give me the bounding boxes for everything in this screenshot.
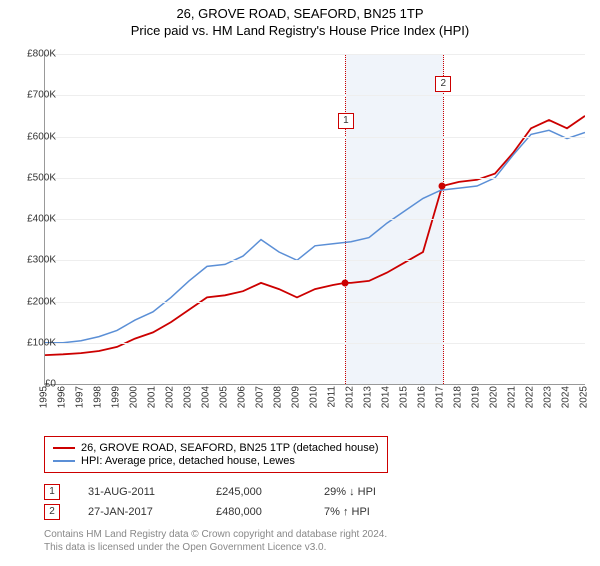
- x-axis-label: 2025: [579, 386, 590, 408]
- sale-marker-2: 2: [435, 76, 451, 92]
- x-axis-label: 2013: [363, 386, 374, 408]
- gridline: [45, 219, 585, 220]
- sale-marker-1: 1: [338, 113, 354, 129]
- y-axis-label: £800K: [12, 49, 56, 60]
- legend-box: 26, GROVE ROAD, SEAFORD, BN25 1TP (detac…: [44, 436, 388, 473]
- x-axis-label: 2003: [183, 386, 194, 408]
- y-axis-label: £600K: [12, 131, 56, 142]
- chart-subtitle: Price paid vs. HM Land Registry's House …: [0, 23, 600, 38]
- x-axis-label: 2011: [327, 386, 338, 408]
- legend-label: 26, GROVE ROAD, SEAFORD, BN25 1TP (detac…: [81, 442, 379, 454]
- sale-delta: 7% ↑ HPI: [324, 506, 370, 518]
- x-axis-label: 2017: [435, 386, 446, 408]
- sale-row: 2 27-JAN-2017 £480,000 7% ↑ HPI: [44, 504, 376, 520]
- x-axis-label: 2022: [525, 386, 536, 408]
- y-axis-label: £700K: [12, 90, 56, 101]
- x-axis-label: 2019: [471, 386, 482, 408]
- y-axis-label: £200K: [12, 296, 56, 307]
- series-property: [45, 116, 585, 355]
- x-axis-label: 1995: [39, 386, 50, 408]
- plot-area: 12: [44, 54, 585, 385]
- x-axis-label: 2020: [489, 386, 500, 408]
- x-axis-label: 2002: [165, 386, 176, 408]
- x-axis-label: 2008: [273, 386, 284, 408]
- sale-point-2: [439, 183, 446, 190]
- sale-date: 27-JAN-2017: [88, 506, 188, 518]
- footnote-line: This data is licensed under the Open Gov…: [44, 541, 387, 554]
- x-axis-label: 2010: [309, 386, 320, 408]
- sale-row: 1 31-AUG-2011 £245,000 29% ↓ HPI: [44, 484, 376, 500]
- y-axis-label: £100K: [12, 337, 56, 348]
- x-axis-label: 2004: [201, 386, 212, 408]
- x-axis-label: 1996: [57, 386, 68, 408]
- x-axis-label: 1998: [93, 386, 104, 408]
- gridline: [45, 178, 585, 179]
- x-axis-label: 2000: [129, 386, 140, 408]
- footnote-line: Contains HM Land Registry data © Crown c…: [44, 528, 387, 541]
- sale-delta: 29% ↓ HPI: [324, 486, 376, 498]
- legend-label: HPI: Average price, detached house, Lewe…: [81, 455, 295, 467]
- x-axis-label: 1997: [75, 386, 86, 408]
- x-axis-label: 2006: [237, 386, 248, 408]
- y-axis-label: £400K: [12, 214, 56, 225]
- gridline: [45, 343, 585, 344]
- sale-date: 31-AUG-2011: [88, 486, 188, 498]
- gridline: [45, 54, 585, 55]
- x-axis-label: 2018: [453, 386, 464, 408]
- x-axis-label: 2001: [147, 386, 158, 408]
- sale-point-1: [341, 279, 348, 286]
- x-axis-label: 2012: [345, 386, 356, 408]
- y-axis-label: £500K: [12, 172, 56, 183]
- sale-price: £245,000: [216, 486, 296, 498]
- y-axis-label: £300K: [12, 255, 56, 266]
- legend-item: 26, GROVE ROAD, SEAFORD, BN25 1TP (detac…: [53, 442, 379, 454]
- x-axis-label: 2009: [291, 386, 302, 408]
- footnote: Contains HM Land Registry data © Crown c…: [44, 528, 387, 554]
- sale-row-marker: 2: [44, 504, 60, 520]
- gridline: [45, 302, 585, 303]
- x-axis-label: 2016: [417, 386, 428, 408]
- legend-item: HPI: Average price, detached house, Lewe…: [53, 455, 379, 467]
- sale-price: £480,000: [216, 506, 296, 518]
- gridline: [45, 95, 585, 96]
- legend-swatch: [53, 460, 75, 462]
- sales-table: 1 31-AUG-2011 £245,000 29% ↓ HPI 2 27-JAN-201…: [44, 484, 376, 524]
- x-axis-label: 2015: [399, 386, 410, 408]
- gridline: [45, 137, 585, 138]
- gridline: [45, 260, 585, 261]
- x-axis-label: 2023: [543, 386, 554, 408]
- chart-container: 26, GROVE ROAD, SEAFORD, BN25 1TP Price …: [0, 6, 600, 566]
- x-axis-label: 2021: [507, 386, 518, 408]
- x-axis-label: 2005: [219, 386, 230, 408]
- legend-swatch: [53, 447, 75, 449]
- x-axis-label: 2024: [561, 386, 572, 408]
- sale-row-marker: 1: [44, 484, 60, 500]
- chart-title: 26, GROVE ROAD, SEAFORD, BN25 1TP: [0, 6, 600, 21]
- x-axis-label: 1999: [111, 386, 122, 408]
- x-axis-label: 2007: [255, 386, 266, 408]
- x-axis-label: 2014: [381, 386, 392, 408]
